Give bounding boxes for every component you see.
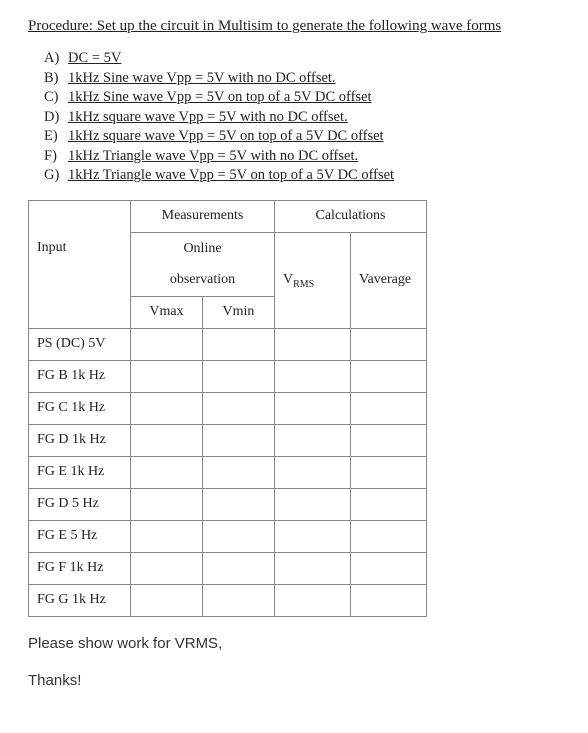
cell-vrms — [275, 456, 351, 488]
table-row: FG C 1k Hz — [29, 392, 427, 424]
empty-cell — [29, 264, 131, 296]
cell-vmax — [131, 360, 203, 392]
cell-vavg — [351, 424, 427, 456]
table-row: FG D 1k Hz — [29, 424, 427, 456]
cell-vrms — [275, 328, 351, 360]
list-text: DC = 5V — [68, 49, 121, 69]
cell-vrms — [275, 424, 351, 456]
table-row: FG B 1k Hz — [29, 360, 427, 392]
row-label: FG E 5 Hz — [29, 520, 131, 552]
calculations-header: Calculations — [275, 200, 427, 232]
waveform-list: A) DC = 5V B) 1kHz Sine wave Vpp = 5V wi… — [44, 49, 560, 186]
list-letter: D) — [44, 108, 68, 128]
cell-vrms — [275, 552, 351, 584]
cell-vmax — [131, 584, 203, 616]
table-row: FG D 5 Hz — [29, 488, 427, 520]
table-row: PS (DC) 5V — [29, 328, 427, 360]
cell-vmin — [203, 424, 275, 456]
list-text: 1kHz Triangle wave Vpp = 5V with no DC o… — [68, 147, 358, 167]
input-header: Input — [29, 232, 131, 264]
cell-vmin — [203, 328, 275, 360]
list-item: C) 1kHz Sine wave Vpp = 5V on top of a 5… — [44, 88, 560, 108]
row-label: FG D 1k Hz — [29, 424, 131, 456]
vrms-sub: RMS — [293, 278, 314, 289]
cell-vmin — [203, 488, 275, 520]
list-text: 1kHz Sine wave Vpp = 5V on top of a 5V D… — [68, 88, 372, 108]
row-label: FG G 1k Hz — [29, 584, 131, 616]
list-letter: F) — [44, 147, 68, 167]
cell-vmax — [131, 456, 203, 488]
vmax-header: Vmax — [131, 296, 203, 328]
row-label: FG F 1k Hz — [29, 552, 131, 584]
list-item: A) DC = 5V — [44, 49, 560, 69]
row-label: FG E 1k Hz — [29, 456, 131, 488]
cell-vavg — [351, 392, 427, 424]
cell-vrms — [275, 360, 351, 392]
list-item: G) 1kHz Triangle wave Vpp = 5V on top of… — [44, 166, 560, 186]
vmin-header: Vmin — [203, 296, 275, 328]
list-letter: G) — [44, 166, 68, 186]
cell-vmax — [131, 392, 203, 424]
list-letter: B) — [44, 69, 68, 89]
cell-vmin — [203, 584, 275, 616]
table-row: FG E 1k Hz — [29, 456, 427, 488]
vrms-header: VRMS — [275, 232, 351, 328]
online-header: Online — [131, 232, 275, 264]
row-label: PS (DC) 5V — [29, 328, 131, 360]
cell-vmin — [203, 520, 275, 552]
list-text: 1kHz Sine wave Vpp = 5V with no DC offse… — [68, 69, 336, 89]
vrms-prefix: V — [283, 272, 293, 287]
cell-vmax — [131, 520, 203, 552]
cell-vmin — [203, 392, 275, 424]
cell-vavg — [351, 328, 427, 360]
cell-vmin — [203, 456, 275, 488]
row-label: FG C 1k Hz — [29, 392, 131, 424]
table-row: FG F 1k Hz — [29, 552, 427, 584]
cell-vavg — [351, 520, 427, 552]
vaverage-header: Vaverage — [351, 232, 427, 328]
empty-cell — [29, 296, 131, 328]
cell-vrms — [275, 584, 351, 616]
thanks-text: Thanks! — [28, 672, 560, 689]
procedure-title: Procedure: Set up the circuit in Multisi… — [28, 18, 560, 35]
cell-vmax — [131, 552, 203, 584]
list-letter: C) — [44, 88, 68, 108]
cell-vavg — [351, 456, 427, 488]
list-text: 1kHz Triangle wave Vpp = 5V on top of a … — [68, 166, 394, 186]
note-text: Please show work for VRMS, — [28, 635, 560, 652]
empty-cell — [29, 200, 131, 232]
row-label: FG B 1k Hz — [29, 360, 131, 392]
cell-vavg — [351, 552, 427, 584]
observation-header: observation — [131, 264, 275, 296]
table-row: FG E 5 Hz — [29, 520, 427, 552]
list-letter: A) — [44, 49, 68, 69]
cell-vavg — [351, 360, 427, 392]
cell-vavg — [351, 488, 427, 520]
cell-vrms — [275, 392, 351, 424]
list-letter: E) — [44, 127, 68, 147]
row-label: FG D 5 Hz — [29, 488, 131, 520]
cell-vmax — [131, 488, 203, 520]
measurements-header: Measurements — [131, 200, 275, 232]
list-item: E) 1kHz square wave Vpp = 5V on top of a… — [44, 127, 560, 147]
list-item: D) 1kHz square wave Vpp = 5V with no DC … — [44, 108, 560, 128]
cell-vmin — [203, 552, 275, 584]
list-item: B) 1kHz Sine wave Vpp = 5V with no DC of… — [44, 69, 560, 89]
cell-vmax — [131, 328, 203, 360]
cell-vavg — [351, 584, 427, 616]
cell-vmax — [131, 424, 203, 456]
list-item: F) 1kHz Triangle wave Vpp = 5V with no D… — [44, 147, 560, 167]
cell-vmin — [203, 360, 275, 392]
list-text: 1kHz square wave Vpp = 5V with no DC off… — [68, 108, 348, 128]
table-row: FG G 1k Hz — [29, 584, 427, 616]
measurements-table: Measurements Calculations Input Online V… — [28, 200, 427, 617]
cell-vrms — [275, 520, 351, 552]
cell-vrms — [275, 488, 351, 520]
list-text: 1kHz square wave Vpp = 5V on top of a 5V… — [68, 127, 384, 147]
